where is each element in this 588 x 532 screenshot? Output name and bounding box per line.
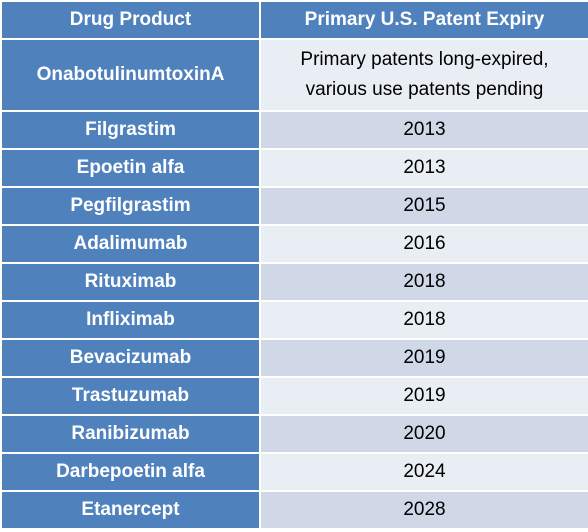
table-row: Rituximab 2018 [0,262,588,302]
drug-name-cell: Darbepoetin alfa [0,452,261,492]
table-row: OnabotulinumtoxinA Primary patents long-… [0,38,588,112]
patent-expiry-cell: 2020 [259,414,588,454]
drug-name-cell: Adalimumab [0,224,261,264]
table-row: Trastuzumab 2019 [0,376,588,416]
table-row: Ranibizumab 2020 [0,414,588,454]
patent-expiry-cell: 2016 [259,224,588,264]
drug-name-cell: Bevacizumab [0,338,261,378]
table-row: Filgrastim 2013 [0,110,588,150]
patent-expiry-cell: 2018 [259,262,588,302]
patent-expiry-cell: 2018 [259,300,588,340]
drug-name-cell: Pegfilgrastim [0,186,261,226]
patent-expiry-cell: 2013 [259,148,588,188]
drug-name-cell: Epoetin alfa [0,148,261,188]
table-row: Pegfilgrastim 2015 [0,186,588,226]
drug-name-cell: Etanercept [0,490,261,530]
patent-expiry-cell: 2019 [259,338,588,378]
drug-name-cell: Infliximab [0,300,261,340]
patent-expiry-cell: Primary patents long-expired, various us… [259,38,588,112]
drug-name-cell: OnabotulinumtoxinA [0,38,261,112]
table-header-row: Drug Product Primary U.S. Patent Expiry [0,0,588,40]
patent-expiry-line: Primary patents long-expired, [300,49,549,70]
table-row: Darbepoetin alfa 2024 [0,452,588,492]
patent-expiry-cell: 2015 [259,186,588,226]
patent-expiry-cell: 2024 [259,452,588,492]
column-header-drug-product: Drug Product [0,0,261,40]
patent-expiry-cell: 2013 [259,110,588,150]
patent-expiry-line: various use patents pending [305,79,544,100]
table-row: Etanercept 2028 [0,490,588,530]
table-row: Infliximab 2018 [0,300,588,340]
patent-expiry-cell: 2019 [259,376,588,416]
drug-name-cell: Rituximab [0,262,261,302]
column-header-patent-expiry: Primary U.S. Patent Expiry [259,0,588,40]
table-row: Adalimumab 2016 [0,224,588,264]
drug-name-cell: Ranibizumab [0,414,261,454]
drug-name-cell: Filgrastim [0,110,261,150]
table-row: Bevacizumab 2019 [0,338,588,378]
patent-expiry-cell: 2028 [259,490,588,530]
drug-name-cell: Trastuzumab [0,376,261,416]
table-row: Epoetin alfa 2013 [0,148,588,188]
